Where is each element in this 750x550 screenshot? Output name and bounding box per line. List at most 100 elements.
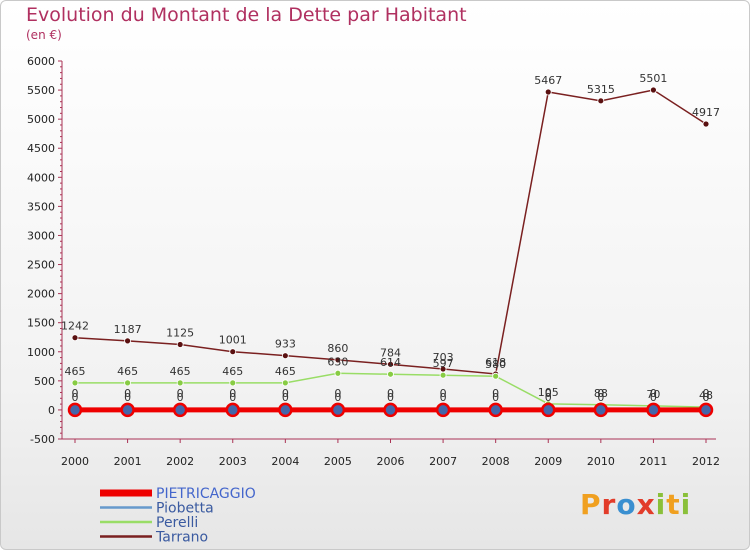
data-label: 0 <box>177 391 184 404</box>
data-label: 4917 <box>692 106 720 119</box>
y-tick-label: 500 <box>34 375 55 388</box>
data-point-pietricaggio <box>435 402 451 418</box>
data-point-pietricaggio <box>698 402 714 418</box>
y-tick-label: 6000 <box>27 55 55 68</box>
data-label: 0 <box>282 387 289 400</box>
data-point-tarrano <box>334 356 342 364</box>
data-label: 465 <box>170 365 191 378</box>
data-point-pietricaggio <box>120 402 135 418</box>
data-point-tarrano <box>229 348 237 356</box>
x-tick-label: 2011 <box>639 455 667 468</box>
x-tick-label: 2006 <box>377 455 405 468</box>
data-label: 597 <box>433 357 454 370</box>
legend-label-piobetta: Piobetta <box>156 501 214 517</box>
data-point-pietricaggio <box>593 402 609 418</box>
data-label: 0 <box>334 387 341 400</box>
data-point-tarrano <box>597 97 605 105</box>
data-point-perelli <box>387 370 394 378</box>
data-label: 48 <box>699 389 713 402</box>
data-label: 0 <box>597 387 604 400</box>
data-point-pietricaggio <box>488 402 503 418</box>
data-label: 0 <box>597 391 604 404</box>
data-label: 614 <box>380 356 401 369</box>
data-label: 860 <box>327 342 348 355</box>
data-label: 618 <box>485 356 506 369</box>
data-label: 0 <box>387 391 394 404</box>
y-tick-label: 3000 <box>27 229 55 242</box>
data-label: 0 <box>282 391 289 404</box>
data-point-pietricaggio <box>172 402 188 418</box>
data-point-tarrano <box>176 341 184 348</box>
data-label: 784 <box>380 346 401 359</box>
data-label: 0 <box>387 387 394 400</box>
data-point-pietricaggio <box>67 402 83 418</box>
x-tick-label: 2004 <box>271 455 299 468</box>
x-tick-label: 2010 <box>587 455 615 468</box>
x-tick-label: 2008 <box>482 455 510 468</box>
y-tick-label: 5000 <box>27 113 55 126</box>
data-label: 0 <box>545 391 552 404</box>
data-point-perelli <box>492 372 500 380</box>
x-tick-label: 2003 <box>219 455 247 468</box>
data-point-pietricaggio <box>330 402 346 418</box>
data-label: 5501 <box>639 72 667 85</box>
data-label: 70 <box>646 388 660 401</box>
unit-label: (en €) <box>26 28 62 42</box>
data-point-tarrano <box>544 88 552 96</box>
data-label: 1001 <box>219 334 247 347</box>
data-label: 0 <box>492 387 499 400</box>
data-label: 630 <box>327 355 348 368</box>
data-label: 0 <box>703 387 710 400</box>
data-label: 5467 <box>534 74 562 87</box>
y-tick-label: 0 <box>48 404 55 417</box>
data-label: 0 <box>72 387 79 400</box>
x-tick-label: 2002 <box>166 455 194 468</box>
legend-label-perelli: Perelli <box>156 515 198 531</box>
data-label: 465 <box>65 365 86 378</box>
data-label: 1242 <box>61 320 89 333</box>
data-label: 0 <box>334 391 341 404</box>
data-label: 1187 <box>114 323 142 336</box>
x-tick-label: 2012 <box>692 455 720 468</box>
y-tick-label: 2000 <box>27 288 55 301</box>
data-label: 0 <box>177 387 184 400</box>
data-label: 703 <box>433 351 454 364</box>
y-tick-label: 2500 <box>27 259 55 272</box>
data-label: 0 <box>492 391 499 404</box>
data-point-tarrano <box>387 360 394 368</box>
data-label: 5315 <box>587 83 615 96</box>
data-label: 88 <box>594 387 608 400</box>
data-label: 0 <box>545 387 552 400</box>
legend-label-tarrano: Tarrano <box>155 530 208 546</box>
data-label: 465 <box>222 365 243 378</box>
data-point-pietricaggio <box>278 402 293 418</box>
data-point-tarrano <box>124 337 131 345</box>
x-tick-label: 2009 <box>534 455 562 468</box>
data-point-pietricaggio <box>541 402 556 418</box>
data-point-pietricaggio <box>646 402 661 418</box>
x-tick-label: 2001 <box>114 455 142 468</box>
data-point-perelli <box>281 379 289 387</box>
data-point-perelli <box>176 379 184 387</box>
data-label: 465 <box>117 365 138 378</box>
proxiti-logo: Proxiti <box>580 488 692 521</box>
data-label: 0 <box>229 391 236 404</box>
data-point-pietricaggio <box>225 402 240 418</box>
data-label: 0 <box>72 391 79 404</box>
y-tick-label: 5500 <box>27 84 55 97</box>
data-point-tarrano <box>281 352 289 360</box>
data-label: 933 <box>275 338 296 351</box>
data-point-perelli <box>334 369 342 377</box>
x-tick-label: 2000 <box>61 455 89 468</box>
data-label: 1125 <box>166 327 194 340</box>
x-tick-label: 2005 <box>324 455 352 468</box>
y-tick-label: 1000 <box>27 346 55 359</box>
x-tick-label: 2007 <box>429 455 457 468</box>
data-label: 0 <box>229 387 236 400</box>
data-label: 465 <box>275 365 296 378</box>
data-label: 105 <box>538 386 559 399</box>
y-tick-label: 1500 <box>27 317 55 330</box>
data-point-pietricaggio <box>383 402 398 418</box>
